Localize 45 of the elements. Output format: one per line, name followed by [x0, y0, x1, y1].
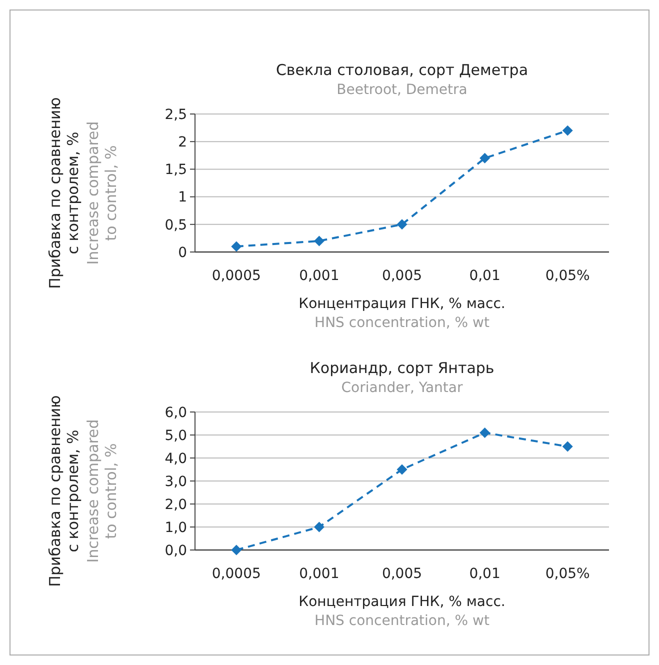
x-tick-label: 0,0005 — [212, 268, 261, 284]
x-tick-label: 0,05% — [545, 268, 590, 284]
text: HNS concentration, % wt — [314, 315, 490, 331]
y-tick-label: 6,0 — [164, 404, 187, 421]
x-tick-label: 0,005 — [382, 268, 422, 284]
x-axis-title: Концентрация ГНК, % масс. — [298, 594, 506, 610]
point — [480, 427, 490, 438]
y-tick-label: 4,0 — [164, 450, 187, 467]
y-tick-label: 2 — [178, 134, 187, 150]
y-tick-label: 1,5 — [164, 162, 187, 178]
point — [231, 241, 242, 252]
point — [396, 219, 408, 230]
x-tick-label: 0,01 — [469, 268, 500, 284]
point — [314, 236, 324, 246]
point — [396, 464, 408, 475]
point — [314, 522, 324, 532]
text: Increase compared to control, % — [84, 121, 120, 265]
y-tick-label: 2,0 — [164, 496, 187, 513]
point — [562, 125, 573, 136]
point — [480, 152, 490, 164]
y-tick-label: 1,0 — [164, 520, 187, 536]
text: HNS concentration, % wt — [314, 613, 490, 629]
x-tick-label: 0,001 — [299, 268, 340, 284]
y-axis-title: Прибавка по сравнению с контролем, % — [46, 97, 82, 289]
x-axis-title: Концентрация ГНК, % масс. — [298, 296, 506, 312]
x-tick-label: 0,01 — [469, 566, 500, 582]
point — [562, 441, 573, 452]
x-tick-label: 0,001 — [299, 566, 340, 582]
y-tick-label: 0 — [178, 244, 187, 261]
point — [231, 544, 242, 556]
x-tick-label: 0,0005 — [212, 566, 261, 582]
x-tick-label: 0,05% — [545, 566, 590, 582]
y-tick-label: 1 — [178, 190, 187, 206]
text: Increase compared to control, % — [84, 419, 120, 563]
y-tick-label: 5,0 — [164, 428, 187, 444]
x-tick-label: 0,005 — [382, 566, 422, 582]
y-tick-label: 0,5 — [164, 217, 187, 234]
y-tick-label: 0,0 — [164, 542, 187, 559]
y-axis-title: Прибавка по сравнению с контролем, % — [46, 395, 82, 587]
chart-subtitle: Beetroot, Demetra — [336, 82, 468, 98]
y-tick-label: 3,0 — [164, 474, 187, 490]
y-tick-label: 2,5 — [164, 106, 187, 123]
chart-subtitle: Coriander, Yantar — [341, 380, 463, 396]
chart-title: Кориандр, сорт Янтарь — [310, 359, 494, 377]
chart-title: Свекла столовая, сорт Деметра — [276, 61, 528, 79]
